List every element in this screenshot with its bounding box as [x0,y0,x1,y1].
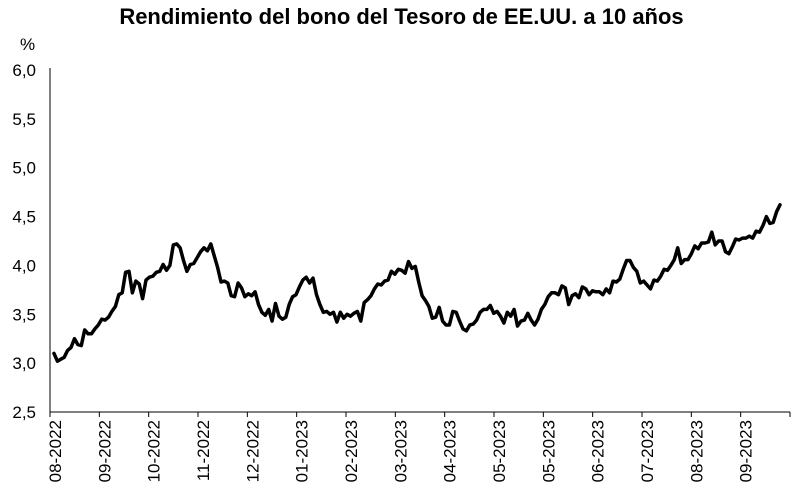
y-tick-label: 4,5 [12,208,36,227]
y-tick-label: 5,0 [12,159,36,178]
series-layer [52,203,782,363]
x-tick-label: 04-2023 [441,420,460,482]
y-tick-label: 6,0 [12,61,36,80]
x-tick-label: 12-2022 [243,420,262,482]
x-tick-label: 05-2023 [539,420,558,482]
y-tick-label: 5,5 [12,110,36,129]
x-tick-label: 03-2023 [391,420,410,482]
x-tick-label: 01-2023 [293,420,312,482]
x-tick-label: 06-2023 [589,420,608,482]
x-tick-label: 08-2023 [687,420,706,482]
y-tick-label: 4,0 [12,256,36,275]
y-axis-unit: % [20,35,35,54]
y-tick-label: 3,0 [12,354,36,373]
x-tick-label: 09-2022 [95,420,114,482]
x-tick-label: 09-2023 [737,420,756,482]
y-axis: 6,0 5,5 5,0 4,5 4,0 3,5 3,0 2,5 [12,61,51,422]
x-tick-label: 08-2022 [46,420,65,482]
x-tick-label: 10-2022 [145,420,164,482]
series-line [52,203,782,363]
x-tick-label: 11-2022 [194,420,213,481]
chart-title: Rendimiento del bono del Tesoro de EE.UU… [119,4,684,29]
x-axis: 08-2022 09-2022 10-2022 11-2022 12-2022 01-20… [46,411,791,482]
y-tick-label: 3,5 [12,305,36,324]
x-tick-label: 02-2023 [342,420,361,482]
y-tick-label: 2,5 [12,403,36,422]
x-tick-label: 05-2023 [490,420,509,482]
x-tick-label: 07-2023 [638,420,657,482]
